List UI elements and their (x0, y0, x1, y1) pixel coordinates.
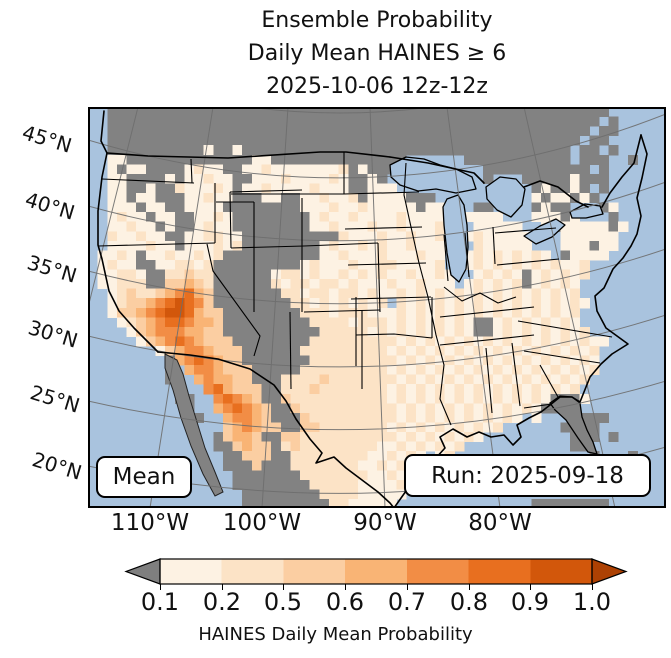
colorbar-tick-0.2: 0.2 (202, 588, 242, 616)
title-line-1: Ensemble Probability (261, 8, 493, 33)
lake-huron (485, 176, 526, 218)
map-canvas (88, 107, 666, 508)
colorbar-tickmark (469, 584, 470, 590)
colorbar-tick-0.6: 0.6 (325, 588, 365, 616)
lat-label-25n: 25°N (27, 380, 83, 418)
colorbar-axis-label: HAINES Daily Mean Probability (198, 624, 473, 645)
colorbar-outline (159, 558, 593, 585)
lat-label-45n: 45°N (19, 120, 75, 158)
colorbar-tick-1.0: 1.0 (572, 588, 612, 616)
coastlines (97, 110, 648, 508)
colorbar-tickmark (407, 584, 408, 590)
colorbar-tick-0.9: 0.9 (510, 588, 550, 616)
colorbar-tick-0.1: 0.1 (140, 588, 180, 616)
colorbar-tickmark (592, 584, 593, 590)
map-frame (88, 107, 666, 508)
title-line-2: Daily Mean HAINES ≥ 6 (247, 41, 507, 66)
colorbar-tickmark (530, 584, 531, 590)
colorbar-tickmark (283, 584, 284, 590)
lake-superior (389, 156, 477, 194)
lat-label-40n: 40°N (22, 187, 78, 225)
colorbar-under-arrow (124, 558, 161, 585)
lat-label-20n: 20°N (29, 447, 85, 485)
state-borders (97, 152, 613, 426)
mean-box-label: Mean (112, 464, 176, 490)
lon-label-80w: 80°W (468, 510, 532, 536)
figure-title: Ensemble Probability Daily Mean HAINES ≥… (88, 4, 666, 103)
lat-label-30n: 30°N (25, 315, 81, 353)
lake-ontario (569, 203, 604, 219)
lake-erie (523, 218, 566, 245)
lon-label-100w: 100°W (222, 510, 302, 536)
colorbar-tick-0.5: 0.5 (263, 588, 303, 616)
title-line-3: 2025-10-06 12z-12z (266, 74, 488, 99)
run-box: Run: 2025-09-18 (404, 454, 651, 497)
lon-label-110w: 110°W (110, 510, 190, 536)
mean-box: Mean (96, 456, 192, 498)
colorbar (124, 558, 628, 585)
colorbar-over-arrow (591, 558, 628, 585)
colorbar-tickmark (160, 584, 161, 590)
colorbar-tickmark (345, 584, 346, 590)
lat-label-35n: 35°N (24, 250, 80, 288)
colorbar-tick-0.7: 0.7 (387, 588, 427, 616)
lon-label-90w: 90°W (353, 510, 417, 536)
baja-peninsula (164, 353, 224, 497)
colorbar-segments (160, 559, 593, 584)
colorbar-tickmark (222, 584, 223, 590)
colorbar-tick-0.8: 0.8 (449, 588, 489, 616)
run-box-label: Run: 2025-09-18 (431, 462, 624, 489)
